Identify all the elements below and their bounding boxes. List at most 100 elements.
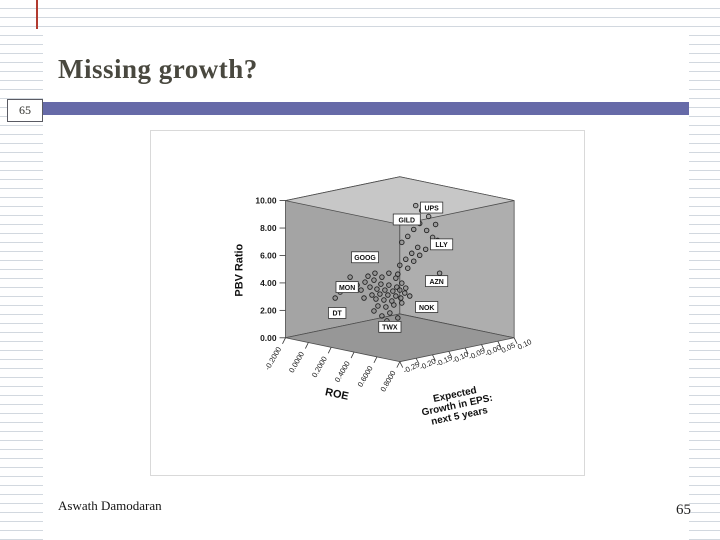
point-label-text: GILD <box>398 217 415 224</box>
scatter-point <box>410 226 417 233</box>
scatter-point <box>332 295 338 301</box>
scatter-point <box>399 239 405 246</box>
chart-box-faces <box>285 176 515 363</box>
scatter-point <box>436 270 443 276</box>
scatter-point <box>372 270 378 276</box>
point-label-box <box>392 213 421 226</box>
point-label-box <box>378 320 402 333</box>
scatter-point <box>409 250 415 257</box>
scatter-points <box>331 202 443 332</box>
accent-bar <box>43 102 689 115</box>
scatter-point <box>378 281 384 287</box>
point-label-box <box>420 201 444 214</box>
scatter-point <box>358 287 364 293</box>
scatter-point <box>423 227 430 234</box>
x-tick <box>396 361 401 368</box>
y-tick <box>513 337 518 344</box>
y-tick <box>415 358 420 365</box>
y-tick <box>497 341 502 348</box>
scatter-point <box>373 296 379 302</box>
page-number: 65 <box>676 502 691 518</box>
scatter-point <box>397 262 403 268</box>
scatter-point <box>405 233 411 240</box>
scatter-point <box>393 293 399 299</box>
point-label-box <box>351 251 379 264</box>
slide-number-box: 65 <box>7 99 43 122</box>
scatter-point <box>385 292 391 298</box>
scatter-point <box>379 313 385 319</box>
scatter-point <box>403 256 409 262</box>
point-label-text: MON <box>339 285 355 292</box>
scatter-point <box>375 303 381 309</box>
scatter-point <box>365 273 371 279</box>
scatter-point <box>402 290 408 296</box>
y-tick <box>464 347 469 355</box>
scatter-point <box>395 315 401 321</box>
point-label-text: TWX <box>382 325 398 332</box>
scatter-point <box>386 270 392 276</box>
scatter-point <box>371 308 377 314</box>
x-tick-label: 0.4000 <box>333 360 352 384</box>
scatter-point <box>371 277 377 283</box>
slide-title: Missing growth? <box>58 54 258 85</box>
point-label-box <box>415 301 439 313</box>
scatter-point <box>395 271 401 277</box>
point-labels: UPS GILD LLY GOOG AZN MON NOK DT TWX <box>328 201 454 333</box>
scatter-point <box>403 285 409 291</box>
x-tick <box>350 351 355 359</box>
scatter-point <box>410 258 417 264</box>
scatter-point <box>414 244 421 251</box>
y-tick-label: 0.05 <box>500 340 517 354</box>
point-label-text: DT <box>333 311 343 318</box>
z-tick-label: 6.00 <box>260 250 277 260</box>
footer-author: Aswath Damodaran <box>58 498 162 513</box>
point-label-text: UPS <box>424 205 439 212</box>
point-label-text: LLY <box>435 242 448 249</box>
scatter-point <box>379 274 385 280</box>
scatter-point <box>407 293 413 299</box>
x-tick <box>305 342 309 349</box>
y-tick <box>432 354 436 361</box>
scatter-point <box>416 252 423 259</box>
scatter-point <box>374 286 380 292</box>
scatter-point <box>398 295 404 301</box>
scatter-point <box>399 300 405 306</box>
top-face <box>285 176 515 225</box>
scatter-point <box>361 295 367 301</box>
x-tick <box>282 337 286 344</box>
x-tick-label: 0.0000 <box>287 350 306 374</box>
x-tick-label: 0.6000 <box>356 364 375 388</box>
x-tick <box>327 347 332 354</box>
x-axis-title: ROE <box>324 386 350 403</box>
x-tick-label: -0.2000 <box>263 345 283 371</box>
scatter-point <box>369 292 375 298</box>
scatter-point <box>382 287 388 293</box>
z-tick-label: 10.00 <box>255 196 276 206</box>
y-tick-label: 0.10 <box>516 337 533 351</box>
z-axis-title: PBV Ratio <box>234 243 246 296</box>
scatter-point <box>362 279 368 285</box>
y-tick <box>448 351 453 358</box>
z-tick-label: 2.00 <box>260 305 277 315</box>
scatter-point <box>390 288 396 294</box>
z-tick-label: 0.00 <box>260 333 277 343</box>
point-label-text: AZN <box>429 279 443 286</box>
floor <box>285 313 515 363</box>
scatter-point <box>405 265 411 271</box>
z-tick-label: 4.00 <box>260 278 277 288</box>
point-label-box <box>430 238 454 251</box>
scatter-point <box>397 287 403 293</box>
red-margin-line <box>36 0 38 29</box>
scatter-point <box>412 202 419 209</box>
scatter-point <box>422 246 429 253</box>
scatter-point <box>391 302 397 308</box>
y-tick <box>399 361 404 368</box>
chart-panel: 0.00 2.00 4.00 6.00 8.00 10.00 -0.2000 0.0000 0.… <box>150 130 585 476</box>
scatter-point <box>383 304 389 310</box>
scatter-point <box>347 274 353 280</box>
point-label-text: NOK <box>419 305 434 312</box>
y-tick <box>481 344 485 351</box>
